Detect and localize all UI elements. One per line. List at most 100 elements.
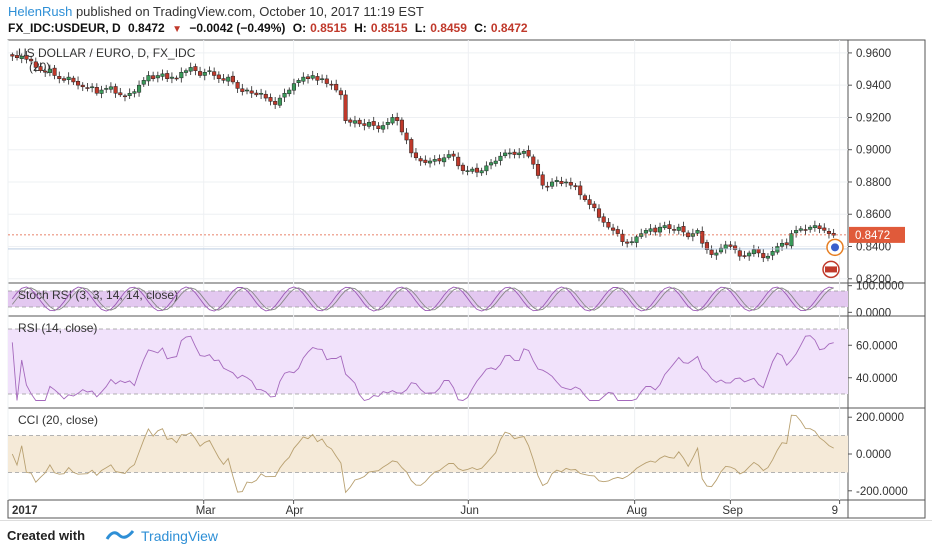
price-change: −0.0042 (−0.49%): [189, 21, 286, 35]
candle: [277, 97, 282, 106]
candle: [493, 160, 498, 164]
candle: [554, 180, 559, 182]
candle: [10, 54, 15, 57]
indicator-tick-label: -200.0000: [856, 486, 908, 498]
candle: [479, 170, 484, 174]
candle: [310, 75, 315, 79]
open-value: 0.8515: [310, 21, 347, 35]
candle: [733, 245, 738, 250]
low-label: L:: [414, 21, 427, 35]
candle: [432, 159, 437, 162]
candle: [582, 195, 587, 200]
candle: [282, 92, 287, 98]
candle: [470, 168, 475, 172]
candle: [122, 95, 128, 98]
candle: [798, 228, 803, 231]
candle: [512, 151, 517, 155]
indicator-tick-label: 60.0000: [856, 340, 898, 352]
time-tick-label: Mar: [196, 505, 216, 517]
candle: [221, 78, 226, 81]
symbol-line: FX_IDC:USDEUR, D 0.8472 ▼ −0.0042 (−0.49…: [8, 21, 532, 35]
candle: [545, 185, 550, 188]
candle: [653, 227, 658, 233]
candle: [362, 123, 367, 126]
time-tick-label: Apr: [286, 505, 304, 517]
candle: [57, 76, 62, 79]
candle: [413, 152, 418, 159]
price-tick-label: 0.8400: [856, 242, 891, 254]
candle: [564, 181, 569, 184]
candle: [643, 230, 648, 234]
candle: [662, 225, 667, 229]
candle: [273, 101, 278, 105]
indicator-tick-label: 200.0000: [856, 412, 904, 424]
candle: [343, 94, 348, 121]
candle: [503, 152, 508, 157]
candle: [291, 83, 296, 91]
candle: [507, 152, 512, 155]
indicator-band: [8, 291, 848, 307]
candle: [442, 157, 447, 163]
time-tick-label: 2017: [12, 505, 38, 517]
candle: [484, 165, 489, 172]
candle: [15, 55, 20, 58]
candle: [165, 73, 170, 79]
candle: [155, 75, 160, 79]
eu-flag-icon: [831, 243, 839, 252]
candle: [587, 199, 592, 205]
publish-info: published on TradingView.com, October 10…: [75, 4, 424, 19]
candle: [352, 120, 357, 124]
open-label: O:: [292, 21, 307, 35]
candle: [418, 158, 423, 162]
candle: [428, 160, 433, 164]
candle: [498, 155, 503, 161]
candle: [357, 119, 362, 125]
candle: [61, 78, 67, 81]
candle: [268, 97, 273, 102]
candle: [531, 156, 536, 165]
candle: [320, 78, 325, 80]
candle: [751, 249, 756, 255]
candle: [132, 91, 137, 94]
candle: [366, 122, 372, 127]
candle: [404, 132, 409, 141]
candle: [826, 231, 831, 234]
candle: [625, 241, 630, 244]
candle: [183, 70, 189, 73]
candle: [535, 163, 541, 176]
candle: [606, 221, 611, 228]
candle: [381, 125, 386, 130]
candle: [329, 83, 334, 86]
candle: [620, 233, 625, 242]
candle: [43, 70, 48, 73]
candle: [141, 80, 146, 85]
price-pane-title: US DOLLAR / EURO, D, FX_IDC: [18, 46, 196, 60]
candle: [474, 167, 480, 173]
candle: [573, 185, 578, 188]
candle: [202, 72, 207, 76]
candle: [629, 241, 634, 243]
chart-canvas[interactable]: 0.9600 0.9400 0.9200 0.9000 0.8800 0.8600 0.84…: [0, 0, 932, 520]
candle: [808, 226, 813, 230]
last-price-tag: [849, 226, 905, 243]
candle: [592, 203, 597, 209]
candle: [207, 70, 212, 72]
price-tick-label: 0.8200: [856, 274, 891, 286]
author-link[interactable]: HelenRush: [8, 4, 73, 19]
indicator-line: [11, 335, 834, 402]
candle: [794, 230, 799, 234]
indicator-tick-label: 100.0000: [856, 281, 904, 293]
tradingview-brand-link[interactable]: TradingView: [141, 528, 219, 544]
candle: [104, 88, 109, 90]
candle: [723, 244, 728, 250]
candle: [761, 253, 766, 259]
candle: [169, 76, 174, 79]
candle: [38, 66, 43, 71]
us-flag-icon: [825, 266, 837, 273]
candle: [718, 247, 724, 253]
candle: [193, 66, 198, 71]
indicator-tick-label: 0.0000: [856, 449, 891, 461]
last-price: 0.8472: [128, 21, 165, 35]
candle: [198, 71, 203, 76]
candle: [578, 185, 583, 196]
